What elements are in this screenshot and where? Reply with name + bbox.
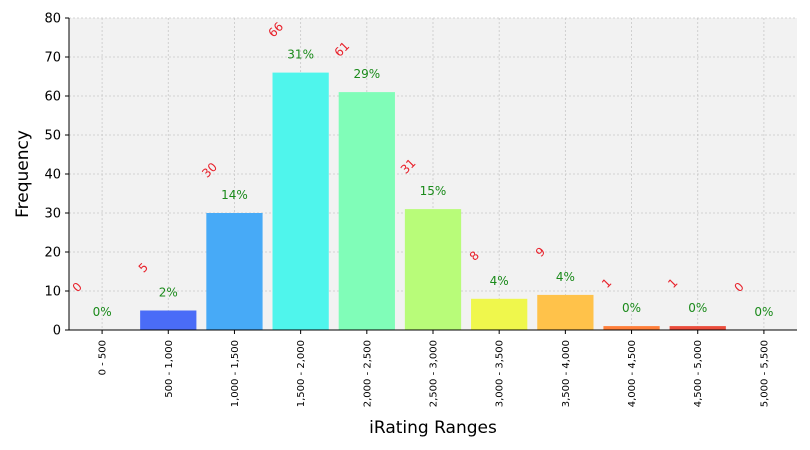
x-tick-label: 3,000 - 3,500 <box>495 340 506 407</box>
bar <box>272 72 329 330</box>
percent-label: 14% <box>221 188 248 202</box>
y-tick-label: 50 <box>44 129 61 144</box>
percent-label: 0% <box>754 305 773 319</box>
bar <box>471 298 528 330</box>
y-tick-label: 10 <box>44 285 61 300</box>
bar <box>404 209 462 330</box>
bars <box>140 72 726 330</box>
x-tick-label: 5,000 - 5,500 <box>759 340 770 407</box>
x-tick-label: 2,500 - 3,000 <box>429 340 440 407</box>
y-tick-label: 60 <box>44 90 61 105</box>
percent-label: 0% <box>622 301 641 315</box>
y-tick-label: 80 <box>44 12 61 27</box>
x-axis-ticks: 0 - 500 500 - 1,000 1,000 - 1,500 1,500 - 2… <box>98 330 770 407</box>
x-tick-label: 3,500 - 4,000 <box>561 340 572 407</box>
x-axis-title: iRating Ranges <box>369 418 497 438</box>
x-tick-label: 4,500 - 5,000 <box>693 340 704 407</box>
y-tick-label: 70 <box>44 51 61 66</box>
x-tick-label: 0 - 500 <box>98 340 109 375</box>
percent-label: 4% <box>490 274 509 288</box>
percent-label: 0% <box>93 305 112 319</box>
bar <box>338 92 395 330</box>
percent-label: 2% <box>159 286 178 300</box>
y-axis-title: Frequency <box>13 130 33 218</box>
percent-label: 15% <box>420 184 447 198</box>
y-axis-ticks: 0 10 20 30 40 50 60 70 80 <box>44 12 69 339</box>
y-tick-label: 0 <box>53 324 61 339</box>
x-tick-label: 4,000 - 4,500 <box>627 340 638 407</box>
x-tick-label: 1,000 - 1,500 <box>230 340 241 407</box>
bar <box>206 213 263 330</box>
bar <box>140 310 197 330</box>
y-tick-label: 40 <box>44 168 61 183</box>
x-tick-label: 1,500 - 2,000 <box>296 340 307 407</box>
bar <box>603 326 660 330</box>
percent-label: 4% <box>556 270 575 284</box>
percent-label: 0% <box>688 301 707 315</box>
y-tick-label: 20 <box>44 246 61 261</box>
x-tick-label: 2,000 - 2,500 <box>362 340 373 407</box>
y-tick-label: 30 <box>44 207 61 222</box>
bar <box>537 294 594 330</box>
percent-label: 29% <box>353 67 380 81</box>
bar <box>669 326 726 330</box>
percent-label: 31% <box>287 48 314 62</box>
x-tick-label: 500 - 1,000 <box>164 340 175 398</box>
